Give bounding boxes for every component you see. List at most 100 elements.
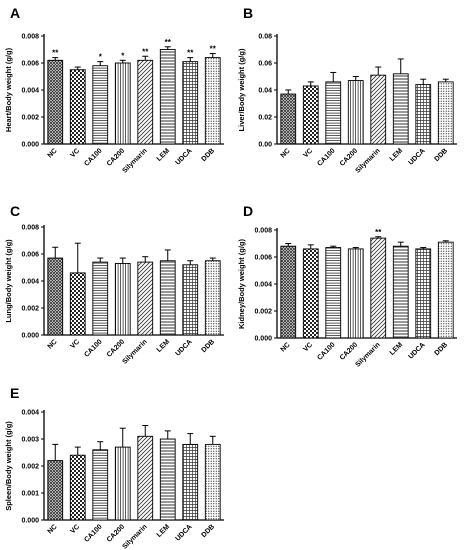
y-tick-label: 0.008 [254,228,272,235]
bar-vc [302,248,319,339]
y-tick-label: 0.004 [21,410,39,417]
panel-b: B Liver/Body weight (g/g) 0.00 0.02 0.04 0.06… [237,5,457,175]
bar-silymarin [370,237,387,339]
bar-udca [182,61,199,145]
panel-a: A Heart/Body weight (g/g) 0.000 0.002 0.004 0… [4,5,224,175]
bar-ddb [204,260,221,336]
x-tick-label: DDB [200,523,216,539]
bar-nc [47,59,64,145]
x-tick-label: CA200 [106,523,126,543]
x-tick-label: CA100 [83,338,103,358]
x-tick-label: NC [280,341,292,353]
x-tick-label: CA100 [83,523,103,543]
significance-marker: ** [52,49,59,58]
x-tick-label: NC [280,147,292,159]
bar-ca100 [92,65,109,145]
y-axis-label: Kidney/Body weight (g/g) [237,239,246,329]
panel-d: D Kidney/Body weight (g/g) 0.000 0.002 0.004… [237,203,457,369]
y-tick-label: 0.02 [258,115,272,122]
y-tick-label: 0.00 [258,142,272,149]
bar-nc [280,245,297,339]
x-tick-label: DDB [200,147,216,163]
x-tick-label: LEM [156,523,172,539]
panel-e: E Spleen/Body weight (g/g) 0.000 0.001 0.002… [4,385,224,550]
panel-c: C Lung/Body weight (g/g) 0.000 0.002 0.004 0.… [4,203,224,366]
panel-letter: A [10,5,20,21]
x-tick-label: VC [302,341,314,353]
bar-lem [392,245,409,339]
x-tick-label: UDCA [407,341,426,360]
x-tick-label: VC [69,338,81,350]
x-tick-label: DDB [433,341,449,357]
bar-silymarin [137,435,154,521]
bar-nc [47,257,64,336]
x-tick-label: CA200 [106,338,126,358]
y-tick-label: 0.002 [21,464,39,471]
bar-nc [47,460,64,521]
bar-ca100 [325,81,342,145]
x-tick-label: Silymarin [354,341,381,368]
x-tick-label: CA200 [339,341,359,361]
bar-udca [415,248,432,339]
x-tick-label: LEM [156,338,172,354]
x-tick-label: NC [47,523,59,535]
x-tick-label: Silymarin [121,147,148,174]
x-tick-label: DDB [200,338,216,354]
y-tick-label: 0.002 [21,115,39,122]
significance-marker: ** [210,45,217,54]
y-tick-label: 0.000 [21,518,39,525]
y-tick-label: 0.08 [258,34,272,41]
x-tick-label: UDCA [407,147,426,166]
x-tick-label: UDCA [174,147,193,166]
bar-vc [69,454,86,521]
bar-ddb [437,241,454,339]
bar-udca [415,84,432,145]
bar-ca100 [92,261,109,336]
bar-ca200 [347,80,364,145]
bar-udca [182,264,199,336]
significance-marker: * [121,51,125,60]
bar-ddb [204,57,221,145]
x-tick-label: CA200 [106,147,126,167]
y-tick-label: 0.008 [21,34,39,41]
y-tick-label: 0.006 [21,252,39,259]
significance-marker: ** [187,49,194,58]
x-tick-label: VC [69,147,81,159]
y-tick-label: 0.003 [21,437,39,444]
y-axis-label: Lung/Body weight (g/g) [4,239,13,323]
y-tick-label: 0.008 [21,225,39,232]
bar-nc [280,93,297,145]
bar-ddb [437,81,454,145]
bar-silymarin [137,59,154,145]
x-tick-label: DDB [433,147,449,163]
x-tick-label: VC [69,523,81,535]
bar-ca200 [114,446,131,521]
significance-marker: ** [375,228,382,237]
x-tick-label: NC [47,147,59,159]
bar-ca200 [114,263,131,336]
y-tick-label: 0.000 [21,142,39,149]
y-axis-label: Spleen/Body weight (g/g) [4,421,13,511]
x-tick-label: CA100 [316,341,336,361]
x-tick-label: CA200 [339,147,359,167]
y-tick-label: 0.000 [21,333,39,340]
bar-ca100 [325,247,342,339]
x-tick-label: LEM [156,147,172,163]
x-tick-label: VC [302,147,314,159]
significance-marker: ** [165,38,172,47]
x-tick-label: UDCA [174,338,193,357]
y-tick-label: 0.06 [258,61,272,68]
bar-vc [69,69,86,145]
y-tick-label: 0.004 [254,282,272,289]
x-tick-label: CA100 [83,147,103,167]
panel-letter: C [10,203,20,219]
x-tick-label: LEM [389,147,405,163]
bar-ddb [204,443,221,521]
panel-letter: D [243,203,253,219]
bar-ca200 [114,62,131,145]
x-tick-label: Silymarin [121,338,148,365]
y-tick-label: 0.04 [258,88,272,95]
bar-lem [392,73,409,145]
y-tick-label: 0.001 [21,491,39,498]
